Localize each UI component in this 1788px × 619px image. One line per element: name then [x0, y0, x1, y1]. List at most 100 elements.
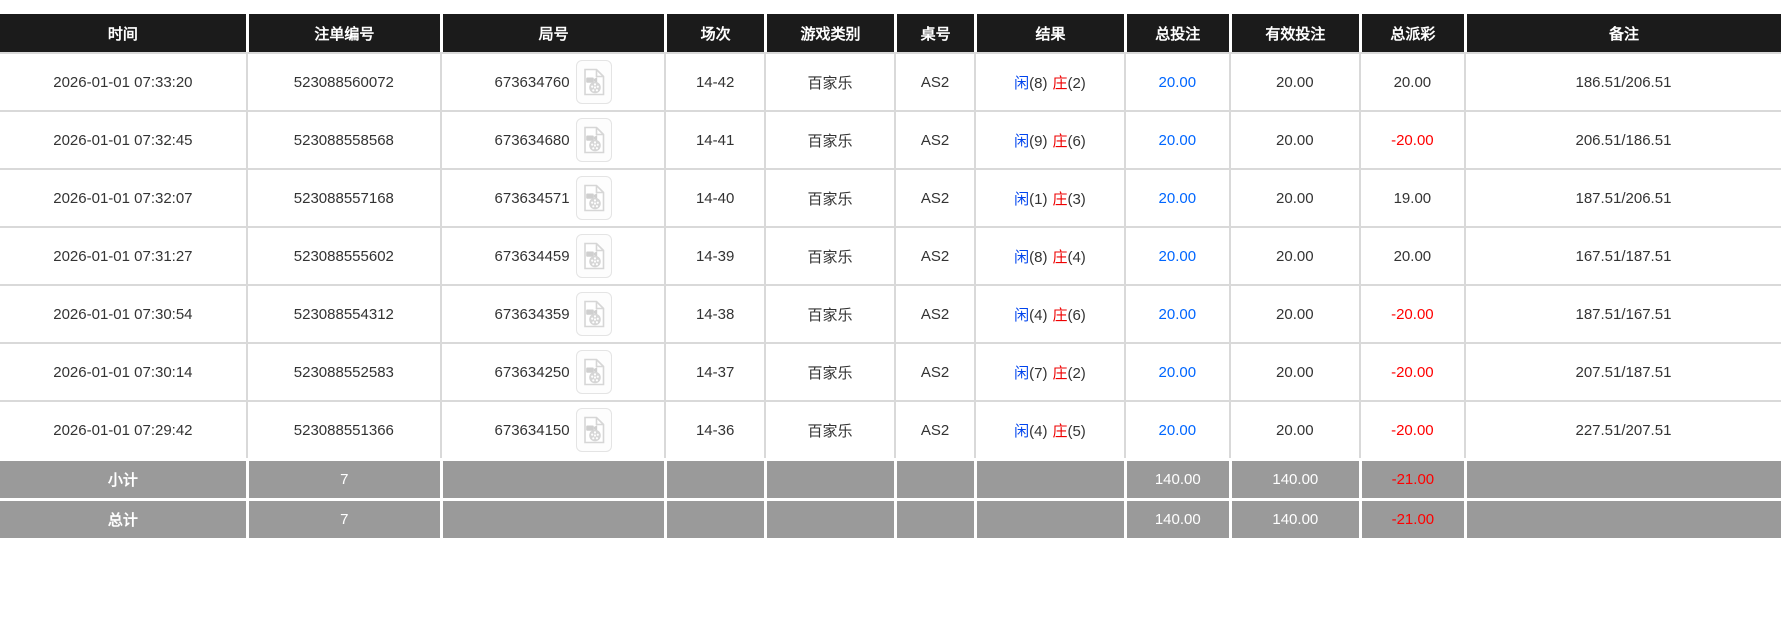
- header-time: 时间: [0, 14, 246, 52]
- table-row: 2026-01-01 07:33:20 523088560072 6736347…: [0, 52, 1781, 110]
- round-no-cell: 673634760: [439, 52, 665, 110]
- game-type-cell: 百家乐: [764, 226, 895, 284]
- banker-score: (5): [1067, 422, 1086, 440]
- subtotal-count: 7: [245, 458, 440, 498]
- round-no: 673634150: [494, 421, 570, 439]
- subtotal-label: 小计: [0, 458, 246, 498]
- bet-no-cell: 523088555602: [245, 226, 440, 284]
- payout-cell: -20.00: [1358, 110, 1464, 168]
- empty-cell: [664, 458, 765, 498]
- total-bet-cell[interactable]: 20.00: [1123, 168, 1229, 226]
- valid-bet-cell: 20.00: [1228, 226, 1359, 284]
- video-replay-button[interactable]: [575, 408, 612, 452]
- valid-bet-cell: 20.00: [1228, 400, 1359, 458]
- video-replay-icon: [583, 416, 604, 444]
- banker-score: (6): [1067, 306, 1086, 324]
- total-count: 7: [245, 498, 440, 538]
- valid-bet-cell: 20.00: [1228, 284, 1359, 342]
- header-session: 场次: [664, 14, 765, 52]
- empty-cell: [1463, 458, 1781, 498]
- session-cell: 14-37: [664, 342, 765, 400]
- video-replay-icon: [583, 300, 604, 328]
- video-replay-icon: [583, 126, 604, 154]
- header-game-type: 游戏类别: [764, 14, 895, 52]
- table-no-cell: AS2: [894, 226, 975, 284]
- table-header: 时间 注单编号 局号 场次 游戏类别 桌号 结果 总投注 有效投注 总派彩 备注: [0, 14, 1781, 52]
- total-bet-cell[interactable]: 20.00: [1123, 400, 1229, 458]
- empty-cell: [894, 498, 975, 538]
- total-row: 总计 7 140.00 140.00 -21.00: [0, 498, 1781, 538]
- time-cell: 2026-01-01 07:29:42: [0, 400, 246, 458]
- banker-score: (4): [1067, 248, 1086, 266]
- round-no-cell: 673634680: [439, 110, 665, 168]
- payout-cell: 20.00: [1358, 226, 1464, 284]
- total-bet-cell[interactable]: 20.00: [1123, 110, 1229, 168]
- total-bet-cell[interactable]: 20.00: [1123, 226, 1229, 284]
- table-row: 2026-01-01 07:31:27 523088555602 6736344…: [0, 226, 1781, 284]
- round-no: 673634359: [494, 305, 570, 323]
- total-bet-cell[interactable]: 20.00: [1123, 52, 1229, 110]
- player-score: (1): [1029, 190, 1048, 208]
- result-cell: 闲(7) 庄(2): [974, 342, 1124, 400]
- video-replay-button[interactable]: [575, 118, 612, 162]
- table-no-cell: AS2: [894, 168, 975, 226]
- round-no: 673634571: [494, 189, 570, 207]
- round-no-cell: 673634250: [439, 342, 665, 400]
- banker-label: 庄: [1052, 190, 1068, 208]
- player-label: 闲: [1014, 248, 1030, 266]
- subtotal-payout: -21.00: [1358, 458, 1464, 498]
- round-no: 673634680: [494, 131, 570, 149]
- player-label: 闲: [1014, 74, 1030, 92]
- player-label: 闲: [1014, 364, 1030, 382]
- bet-no-cell: 523088560072: [245, 52, 440, 110]
- player-score: (8): [1029, 248, 1048, 266]
- empty-cell: [439, 498, 665, 538]
- banker-label: 庄: [1052, 364, 1068, 382]
- valid-bet-cell: 20.00: [1228, 52, 1359, 110]
- total-bet-cell[interactable]: 20.00: [1123, 284, 1229, 342]
- banker-score: (2): [1067, 364, 1086, 382]
- header-payout: 总派彩: [1358, 14, 1464, 52]
- session-cell: 14-40: [664, 168, 765, 226]
- table-no-cell: AS2: [894, 284, 975, 342]
- header-bet-no: 注单编号: [245, 14, 440, 52]
- session-cell: 14-39: [664, 226, 765, 284]
- subtotal-total-bet: 140.00: [1123, 458, 1229, 498]
- result-cell: 闲(1) 庄(3): [974, 168, 1124, 226]
- empty-cell: [664, 498, 765, 538]
- time-cell: 2026-01-01 07:32:07: [0, 168, 246, 226]
- video-replay-button[interactable]: [575, 176, 612, 220]
- round-no-cell: 673634571: [439, 168, 665, 226]
- table-row: 2026-01-01 07:30:14 523088552583 6736342…: [0, 342, 1781, 400]
- video-replay-button[interactable]: [575, 350, 612, 394]
- empty-cell: [1463, 498, 1781, 538]
- payout-cell: 19.00: [1358, 168, 1464, 226]
- video-replay-button[interactable]: [575, 234, 612, 278]
- total-bet-cell[interactable]: 20.00: [1123, 342, 1229, 400]
- player-label: 闲: [1014, 422, 1030, 440]
- game-type-cell: 百家乐: [764, 52, 895, 110]
- payout-cell: -20.00: [1358, 284, 1464, 342]
- video-replay-button[interactable]: [575, 292, 612, 336]
- bet-no-cell: 523088558568: [245, 110, 440, 168]
- table-no-cell: AS2: [894, 110, 975, 168]
- player-score: (9): [1029, 132, 1048, 150]
- round-no: 673634760: [494, 73, 570, 91]
- bet-no-cell: 523088551366: [245, 400, 440, 458]
- remark-cell: 186.51/206.51: [1463, 52, 1781, 110]
- subtotal-valid-bet: 140.00: [1228, 458, 1359, 498]
- header-remark: 备注: [1463, 14, 1781, 52]
- game-type-cell: 百家乐: [764, 400, 895, 458]
- video-replay-button[interactable]: [575, 60, 612, 104]
- header-valid-bet: 有效投注: [1228, 14, 1359, 52]
- result-cell: 闲(8) 庄(4): [974, 226, 1124, 284]
- empty-cell: [439, 458, 665, 498]
- remark-cell: 206.51/186.51: [1463, 110, 1781, 168]
- player-score: (7): [1029, 364, 1048, 382]
- table-row: 2026-01-01 07:30:54 523088554312 6736343…: [0, 284, 1781, 342]
- bet-no-cell: 523088557168: [245, 168, 440, 226]
- banker-label: 庄: [1052, 74, 1068, 92]
- banker-label: 庄: [1052, 132, 1068, 150]
- remark-cell: 207.51/187.51: [1463, 342, 1781, 400]
- round-no: 673634459: [494, 247, 570, 265]
